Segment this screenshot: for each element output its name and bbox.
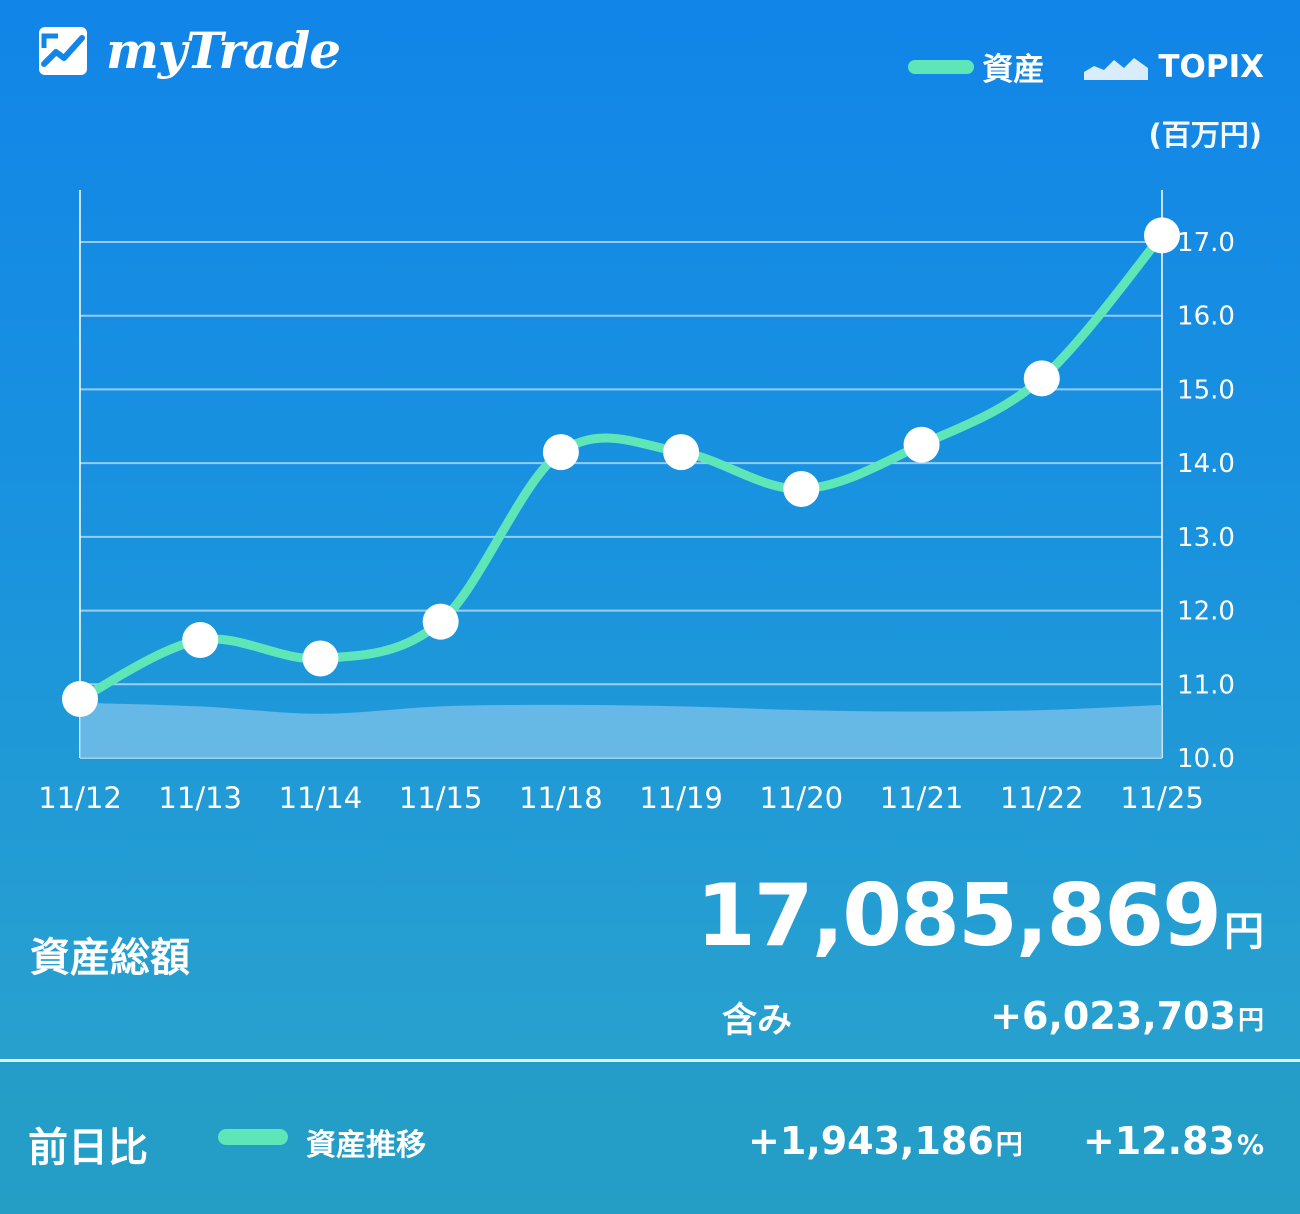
daily-change-percent: +12.83 % (1083, 1119, 1264, 1163)
section-divider (0, 1059, 1300, 1062)
app-logo: myTrade (38, 21, 341, 80)
unrealized-unit: 円 (1237, 1006, 1264, 1036)
y-tick-label: 12.0 (1177, 597, 1235, 627)
asset-data-point (62, 681, 98, 718)
asset-data-point (663, 434, 700, 471)
asset-data-point (783, 470, 820, 507)
total-assets-unit: 円 (1224, 909, 1264, 955)
y-tick-label: 17.0 (1177, 228, 1235, 258)
chart-legend: 資産 TOPIX (908, 44, 1264, 89)
total-assets-value: 17,085,869 円 (696, 866, 1264, 966)
x-tick-label: 11/13 (158, 781, 242, 815)
x-tick-label: 11/12 (38, 781, 122, 815)
asset-data-point (182, 622, 219, 659)
asset-data-point (302, 640, 339, 677)
asset-legend-label: 資産 (982, 52, 1045, 88)
topix-legend-label: TOPIX (1158, 48, 1264, 85)
total-assets-number: 17,085,869 (695, 866, 1222, 966)
daily-change-label: 前日比 (28, 1125, 148, 1171)
asset-data-point (1023, 360, 1060, 397)
asset-data-point (542, 434, 579, 471)
daily-change-unit: 円 (995, 1130, 1023, 1161)
daily-change-percent-number: +12.83 (1082, 1119, 1235, 1163)
x-tick-label: 11/19 (639, 781, 723, 815)
unit-label: (百万円) (1148, 118, 1262, 152)
app-header: myTrade 資産 TOPIX (百万円) (0, 0, 1300, 152)
app-name: myTrade (106, 21, 341, 80)
unrealized-value: +6,023,703 円 (990, 994, 1264, 1038)
x-tick-label: 11/22 (1000, 781, 1084, 815)
y-tick-label: 13.0 (1177, 523, 1235, 553)
asset-data-point (1144, 217, 1180, 254)
x-tick-label: 11/14 (279, 781, 363, 815)
asset-line-series (75, 230, 1167, 704)
y-tick-label: 10.0 (1177, 744, 1235, 774)
daily-change-panel (0, 1062, 1300, 1214)
y-tick-label: 15.0 (1177, 375, 1235, 405)
mytrade-logo-icon (39, 27, 87, 75)
y-tick-label: 14.0 (1177, 449, 1235, 479)
x-tick-label: 11/15 (399, 781, 483, 815)
daily-change-value: +1,943,186 円 (748, 1119, 1023, 1163)
x-tick-label: 11/21 (880, 781, 964, 815)
asset-trend-swatch (218, 1129, 288, 1145)
asset-data-point (422, 603, 459, 640)
y-tick-label: 16.0 (1177, 302, 1235, 332)
x-tick-label: 11/25 (1120, 781, 1204, 815)
topix-area-icon (1084, 57, 1149, 80)
topix-area-series (80, 702, 1162, 758)
unrealized-number: +6,023,703 (990, 994, 1236, 1038)
asset-chart: 17.0 16.0 15.0 14.0 13.0 12.0 11.0 10.0 11/12 11… (38, 190, 1235, 815)
unrealized-label: 含み (722, 1001, 793, 1041)
asset-trend-label: 資産推移 (306, 1128, 426, 1163)
asset-legend-swatch (908, 59, 975, 74)
y-tick-label: 11.0 (1177, 670, 1235, 700)
x-tick-label: 11/18 (519, 781, 603, 815)
daily-change-number: +1,943,186 (748, 1119, 994, 1163)
percent-unit: % (1236, 1130, 1264, 1161)
total-assets-label: 資産総額 (30, 935, 190, 981)
x-tick-label: 11/20 (760, 781, 844, 815)
asset-data-point (903, 426, 940, 463)
